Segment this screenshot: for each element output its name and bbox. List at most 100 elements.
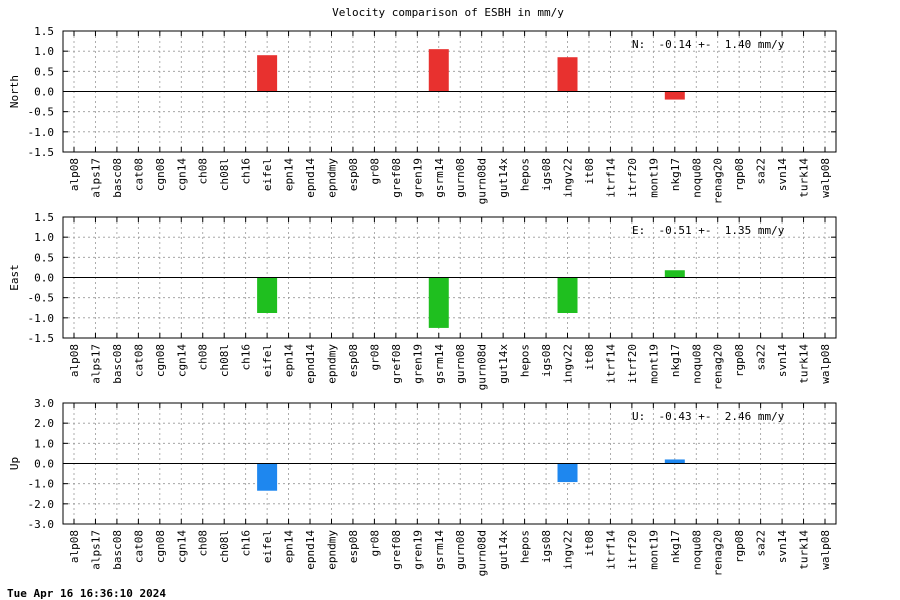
y-tick-label: -1.0: [28, 478, 55, 491]
x-tick-label: ch08: [197, 344, 210, 371]
x-tick-label: nkg17: [669, 158, 682, 191]
x-tick-label: gsrm14: [433, 158, 446, 198]
x-tick-label: gurn08: [454, 158, 467, 198]
bar-nkg17: [664, 459, 685, 464]
x-tick-label: hepos: [519, 158, 532, 191]
x-tick-label: cgn08: [154, 158, 167, 191]
x-tick-label: alp08: [68, 530, 81, 563]
y-tick-label: 1.0: [34, 437, 54, 450]
x-tick-label: alp08: [68, 158, 81, 191]
bar-ingv22: [557, 57, 578, 92]
x-tick-label: gurn08d: [476, 158, 489, 204]
x-tick-label: alp08: [68, 344, 81, 377]
y-tick-label: 0.5: [34, 251, 54, 264]
x-tick-label: hepos: [519, 344, 532, 377]
x-tick-label: noqu08: [690, 158, 703, 198]
x-tick-label: itrf20: [626, 344, 639, 384]
x-tick-label: basc08: [111, 158, 124, 198]
x-tick-label: alps17: [89, 530, 102, 570]
x-tick-label: it08: [583, 344, 596, 371]
x-tick-label: igs08: [540, 158, 553, 191]
x-tick-label: epnd14: [304, 158, 317, 198]
x-tick-label: gref08: [390, 344, 403, 384]
x-tick-label: alps17: [89, 158, 102, 198]
x-tick-label: ch16: [240, 344, 253, 371]
x-tick-label: walp08: [819, 530, 832, 570]
bar-ingv22: [557, 277, 578, 313]
x-tick-label: ingv22: [562, 530, 575, 570]
y-tick-label: -0.5: [28, 292, 55, 305]
bar-nkg17: [664, 270, 685, 278]
x-tick-label: ingv22: [562, 344, 575, 384]
y-tick-label: -3.0: [28, 518, 55, 531]
x-tick-label: svn14: [776, 158, 789, 191]
x-tick-label: ch08l: [218, 344, 231, 377]
x-tick-label: itrf14: [604, 344, 617, 384]
y-tick-label: 1.5: [34, 25, 54, 38]
x-tick-label: gurn08d: [476, 344, 489, 390]
x-tick-label: epn14: [283, 344, 296, 377]
x-tick-label: epndmy: [325, 344, 338, 384]
x-tick-label: ch08: [197, 158, 210, 185]
x-tick-label: turk14: [798, 158, 811, 198]
y-tick-label: 1.0: [34, 231, 54, 244]
x-tick-label: it08: [583, 530, 596, 557]
bar-gsrm14: [428, 277, 449, 328]
x-tick-label: gurn08d: [476, 530, 489, 576]
x-tick-label: gren19: [411, 344, 424, 384]
x-tick-label: svn14: [776, 530, 789, 563]
x-tick-label: ch08: [197, 530, 210, 557]
bar-gsrm14: [428, 49, 449, 92]
plot-frame: [62, 30, 837, 153]
x-tick-label: gr08: [368, 158, 381, 185]
y-tick-label: -2.0: [28, 498, 55, 511]
x-tick-label: gurn08: [454, 344, 467, 384]
y-tick-label: -1.0: [28, 126, 55, 139]
x-tick-label: gsrm14: [433, 344, 446, 384]
x-tick-label: gut14x: [497, 158, 510, 198]
x-tick-label: eifel: [261, 344, 274, 377]
x-tick-label: esp08: [347, 344, 360, 377]
x-tick-label: basc08: [111, 530, 124, 570]
x-tick-label: renag20: [712, 530, 725, 576]
x-tick-label: basc08: [111, 344, 124, 384]
x-tick-label: itrf20: [626, 530, 639, 570]
x-tick-label: gurn08: [454, 530, 467, 570]
x-tick-label: epnd14: [304, 344, 317, 384]
y-tick-label: 1.0: [34, 45, 54, 58]
x-tick-label: igs08: [540, 344, 553, 377]
x-tick-label: alps17: [89, 344, 102, 384]
x-tick-label: gref08: [390, 158, 403, 198]
plot-frame: [62, 216, 837, 339]
x-tick-label: itrf20: [626, 158, 639, 198]
x-tick-label: cgn14: [175, 344, 188, 377]
stat-annotation: E: -0.51 +- 1.35 mm/y: [632, 224, 785, 237]
bar-nkg17: [664, 91, 685, 100]
y-axis-label: East: [8, 264, 21, 291]
x-tick-label: ch08l: [218, 530, 231, 563]
bar-eifel: [257, 55, 278, 92]
stat-annotation: U: -0.43 +- 2.46 mm/y: [632, 410, 785, 423]
x-tick-label: cat08: [132, 344, 145, 377]
x-tick-label: sa22: [755, 158, 768, 185]
panel-up: -3.0 -2.0 -1.0 0.0 1.0 2.0 3.0 alp08 alps17 basc0…: [8, 397, 837, 576]
x-tick-label: itrf14: [604, 158, 617, 198]
x-tick-label: turk14: [798, 530, 811, 570]
x-tick-label: cgn08: [154, 344, 167, 377]
x-tick-label: renag20: [712, 158, 725, 204]
x-tick-label: mont19: [647, 158, 660, 198]
x-tick-label: epnd14: [304, 530, 317, 570]
x-tick-label: cgn08: [154, 530, 167, 563]
x-tick-label: gut14x: [497, 530, 510, 570]
footer-timestamp: Tue Apr 16 16:36:10 2024: [7, 587, 166, 600]
stat-annotation: N: -0.14 +- 1.40 mm/y: [632, 38, 785, 51]
x-tick-label: gut14x: [497, 344, 510, 384]
x-tick-label: walp08: [819, 158, 832, 198]
x-tick-label: mont19: [647, 530, 660, 570]
bar-eifel: [257, 463, 278, 491]
x-tick-label: hepos: [519, 530, 532, 563]
y-tick-label: 0.0: [34, 458, 54, 471]
plot-frame: [62, 402, 837, 525]
x-tick-label: rgp08: [733, 158, 746, 191]
